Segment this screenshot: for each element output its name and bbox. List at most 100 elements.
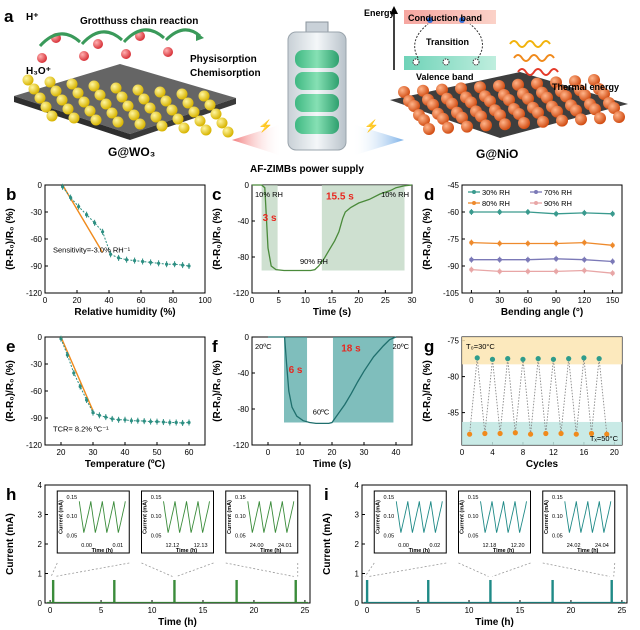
high-point <box>489 356 496 362</box>
x-tick-label: 0 <box>48 606 53 615</box>
y-axis-title: (R-R₀)/R₀ (%) <box>212 208 223 270</box>
left-arrow <box>232 124 282 156</box>
nio-atom <box>494 109 506 122</box>
legend-marker <box>534 190 538 194</box>
annotation: TCR= 8.2% ºC⁻¹ <box>53 425 109 434</box>
wo3-atom <box>194 115 206 127</box>
nio-atom <box>560 90 572 103</box>
x-tick-label: 15 <box>516 606 525 615</box>
series-line <box>471 268 613 274</box>
data-point <box>525 269 531 274</box>
data-point <box>117 418 121 422</box>
nio-atom <box>480 119 492 132</box>
data-point <box>497 241 502 246</box>
x-tick-label: 0 <box>365 606 370 615</box>
wo3-atom <box>156 120 168 132</box>
y-tick-label: 2 <box>355 540 360 549</box>
nio-atom <box>541 91 553 104</box>
inset-y-title: Current (mA) <box>58 500 64 534</box>
y-tick-label: -80 <box>237 405 249 414</box>
nio-illustration <box>390 72 628 138</box>
chemisorption-label: Chemisorption <box>190 68 261 79</box>
y-tick-label: -75 <box>447 235 459 244</box>
y-tick-label: 2 <box>38 540 43 549</box>
data-point <box>553 256 559 261</box>
zoom-guide <box>458 562 489 577</box>
data-point <box>165 262 169 266</box>
current-pulse <box>173 579 176 603</box>
inset-x-title: Time (h) <box>493 548 514 554</box>
data-point <box>77 205 81 209</box>
wo3-atom <box>46 110 58 122</box>
y-tick-label: 3 <box>355 511 360 520</box>
x-tick-label: 10 <box>465 606 474 615</box>
series-line <box>471 211 613 215</box>
x-axis-title: Cycles <box>526 459 559 470</box>
wo3-atom <box>40 101 52 113</box>
inset-y-tick: 0.10 <box>235 514 246 520</box>
y-tick-label: -120 <box>233 441 250 450</box>
data-point <box>117 256 121 260</box>
data-point <box>69 196 73 200</box>
top-label: T₀=30°C <box>466 342 495 351</box>
high-point <box>596 356 602 362</box>
data-point <box>187 264 191 268</box>
nio-atom <box>613 111 625 123</box>
y-tick-label: -120 <box>26 441 43 450</box>
inset-frame <box>373 490 447 554</box>
panel-f: 0 10 20 30 40 0 -40 -80 -120 Time (s) (R-R₀)/R₀ (%… <box>212 333 413 470</box>
wo3-atom <box>100 98 112 110</box>
nio-atom <box>556 114 568 127</box>
y-tick-label: 1 <box>355 570 360 579</box>
wo3-atom <box>176 88 188 100</box>
data-point <box>525 257 531 262</box>
grotthuss-label: Grotthuss chain reaction <box>80 16 198 27</box>
x-tick-label: 25 <box>617 606 626 615</box>
x-tick-label: 120 <box>578 296 592 305</box>
series-line <box>471 241 613 246</box>
inset-x-title: Time (h) <box>176 548 197 554</box>
nio-atom <box>475 110 487 123</box>
low-point <box>527 431 534 437</box>
inset-y-tick: 0.05 <box>67 533 78 539</box>
water-molecule <box>163 47 173 57</box>
current-pulse <box>51 579 55 603</box>
wo3-atom <box>28 83 40 95</box>
inset-y-tick: 0.10 <box>384 514 395 520</box>
zoom-guide <box>542 562 610 577</box>
panel-label-d: d <box>424 185 434 204</box>
inset-x-title: Time (h) <box>92 548 113 554</box>
wo3-illustration <box>14 28 236 140</box>
data-point <box>78 384 82 389</box>
nio-atom <box>484 95 496 108</box>
inset-x-title: Time (h) <box>260 548 281 554</box>
data-point <box>497 209 502 215</box>
data-point <box>149 420 153 424</box>
y-tick-label: -60 <box>30 235 42 244</box>
y-axis-title: Current (mA) <box>5 513 16 575</box>
water-molecule <box>37 53 47 63</box>
y-tick-label: 0 <box>38 333 43 342</box>
panel-label-h: h <box>6 485 16 504</box>
start-label: 10% RH <box>255 190 283 199</box>
data-point <box>187 420 191 425</box>
y-tick-label: -90 <box>447 262 459 271</box>
panel-i: 0 5 10 15 20 25 0 1 2 3 4 Time (h) Current (mA) i 0.15… <box>322 481 628 628</box>
nio-atom <box>427 98 439 111</box>
nio-atom <box>518 117 530 129</box>
x-tick-label: 20 <box>328 448 337 457</box>
zoom-guide <box>225 562 294 577</box>
low-point <box>512 430 518 436</box>
nio-atom <box>570 104 582 117</box>
wo3-atom <box>116 91 128 103</box>
panel-h: 0 5 10 15 20 25 0 1 2 3 4 Time (h) Current (mA) h 0.15… <box>5 481 311 628</box>
inset-signal <box>564 501 612 533</box>
y-tick-label: 0 <box>38 181 43 190</box>
y-axis-title: (R-R₀)/R₀ (%) <box>212 360 223 422</box>
data-point <box>173 262 177 266</box>
inset-signal <box>78 501 126 533</box>
inset-y-tick: 0.15 <box>552 495 563 501</box>
nio-atom <box>493 80 505 92</box>
data-point <box>469 240 474 245</box>
data-point <box>101 230 105 234</box>
